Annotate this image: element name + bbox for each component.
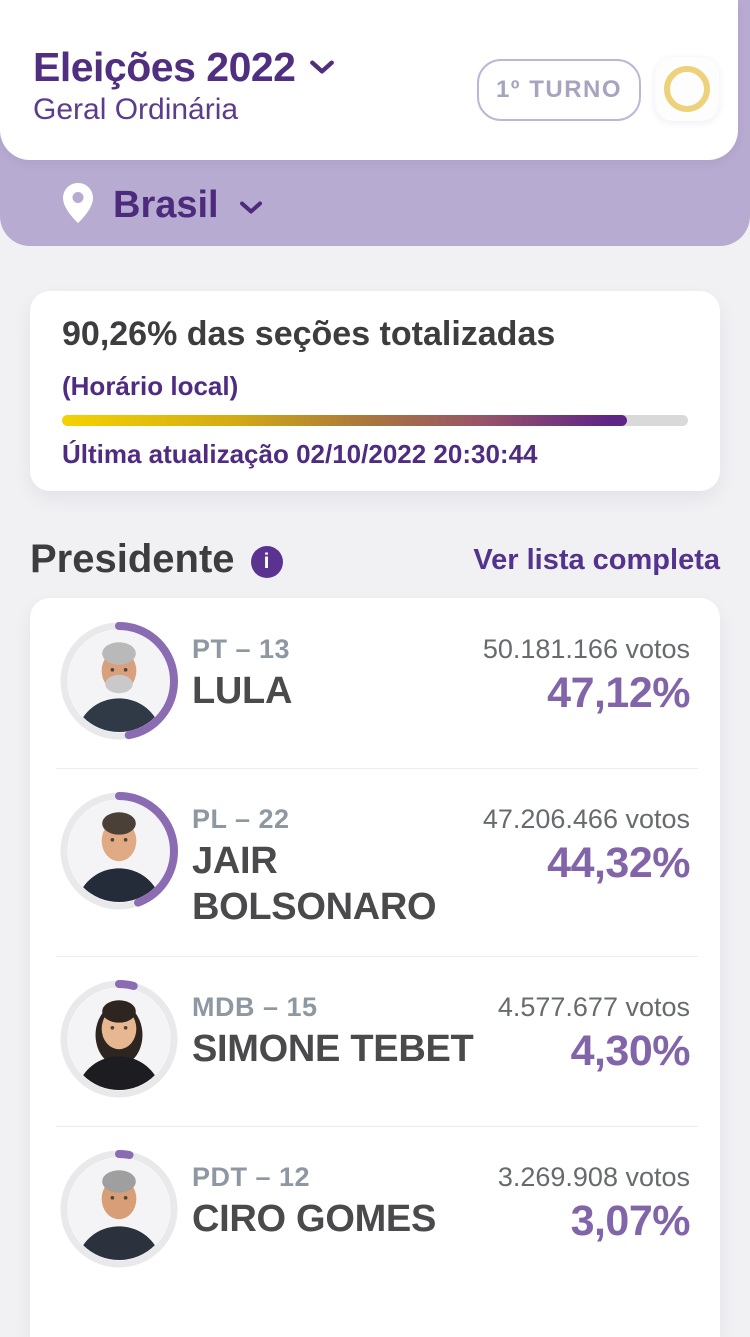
votes-percent: 3,07% xyxy=(570,1197,691,1246)
candidate-avatar xyxy=(58,790,180,912)
candidate-photo xyxy=(68,630,170,732)
candidate-info: PT – 13 LULA xyxy=(192,634,502,715)
contrast-toggle-button[interactable] xyxy=(655,57,719,121)
result-arc xyxy=(60,1150,178,1269)
candidate-photo xyxy=(68,800,170,902)
location-selector[interactable]: Brasil xyxy=(63,183,263,228)
round-toggle-button[interactable]: 1º TURNO xyxy=(477,59,641,121)
location-pin-icon xyxy=(63,183,93,228)
circle-ring-icon xyxy=(664,66,710,112)
candidate-name: CIRO GOMES xyxy=(192,1198,437,1241)
election-selector[interactable]: Eleições 2022 Geral Ordinária xyxy=(33,44,335,127)
candidate-name: SIMONE TEBET xyxy=(192,1028,474,1071)
candidate-name: JAIR BOLSONARO xyxy=(192,840,437,928)
candidate-name: LULA xyxy=(192,670,293,712)
full-list-link[interactable]: Ver lista completa xyxy=(473,544,720,576)
info-icon[interactable]: i xyxy=(250,546,283,578)
result-arc-track xyxy=(60,1150,178,1268)
party-number-label: PL – 22 xyxy=(192,804,290,834)
candidate-row[interactable]: PL – 22 JAIR BOLSONARO 47.206.466 votos … xyxy=(30,768,720,956)
section-header: Presidente i Ver lista completa xyxy=(30,537,720,583)
candidate-avatar xyxy=(58,1148,180,1270)
totalization-progress-track xyxy=(62,415,688,426)
candidate-photo xyxy=(68,988,170,1091)
page-title: Eleições 2022 xyxy=(33,44,296,90)
candidate-row[interactable]: PT – 13 LULA 50.181.166 votos 47,12% xyxy=(30,598,720,768)
totalization-progress-fill xyxy=(62,415,628,426)
party-number-label: PT – 13 xyxy=(192,634,291,664)
result-arc xyxy=(60,792,178,910)
party-number-label: PDT – 12 xyxy=(192,1162,311,1193)
result-arc xyxy=(60,622,178,740)
votes-count: 50.181.166 votos xyxy=(482,634,690,664)
votes-percent: 4,30% xyxy=(570,1027,691,1076)
result-arc-track xyxy=(60,980,178,1098)
location-label: Brasil xyxy=(113,184,219,226)
candidate-result: 50.181.166 votos 47,12% xyxy=(482,634,691,718)
candidate-row[interactable]: MDB – 15 SIMONE TEBET 4.577.677 votos 4,… xyxy=(30,956,720,1126)
candidate-info: MDB – 15 SIMONE TEBET xyxy=(192,992,502,1073)
election-subtitle: Geral Ordinária xyxy=(33,93,239,126)
candidate-result: 4.577.677 votos 4,30% xyxy=(497,992,691,1076)
candidate-info: PDT – 12 CIRO GOMES xyxy=(192,1162,502,1243)
result-arc xyxy=(60,980,178,1099)
votes-count: 3.269.908 votos xyxy=(497,1162,690,1193)
candidate-avatar xyxy=(58,978,180,1100)
last-update-text: Última atualização 02/10/2022 20:30:44 xyxy=(62,439,538,469)
chevron-down-icon xyxy=(309,59,335,80)
totalization-headline: 90,26% das seções totalizadas xyxy=(62,315,556,353)
candidate-list: PT – 13 LULA 50.181.166 votos 47,12% xyxy=(30,598,720,1337)
candidate-avatar xyxy=(58,620,180,742)
candidate-info: PL – 22 JAIR BOLSONARO xyxy=(192,804,502,930)
chevron-down-icon xyxy=(239,200,263,220)
totalization-card: 90,26% das seções totalizadas (Horário l… xyxy=(30,291,720,491)
party-number-label: MDB – 15 xyxy=(192,992,318,1023)
votes-percent: 44,32% xyxy=(547,839,690,887)
candidate-result: 47.206.466 votos 44,32% xyxy=(482,804,691,888)
votes-count: 4.577.677 votos xyxy=(497,992,690,1023)
section-title: Presidente xyxy=(30,537,235,581)
candidate-photo xyxy=(68,1158,170,1261)
votes-count: 47.206.466 votos xyxy=(482,804,690,834)
votes-percent: 47,12% xyxy=(547,669,690,717)
candidate-row[interactable]: PDT – 12 CIRO GOMES 3.269.908 votos 3,07… xyxy=(30,1126,720,1296)
header-card: Eleições 2022 Geral Ordinária 1º TURNO xyxy=(0,0,738,160)
candidate-result: 3.269.908 votos 3,07% xyxy=(497,1162,691,1246)
timezone-note: (Horário local) xyxy=(62,371,239,401)
